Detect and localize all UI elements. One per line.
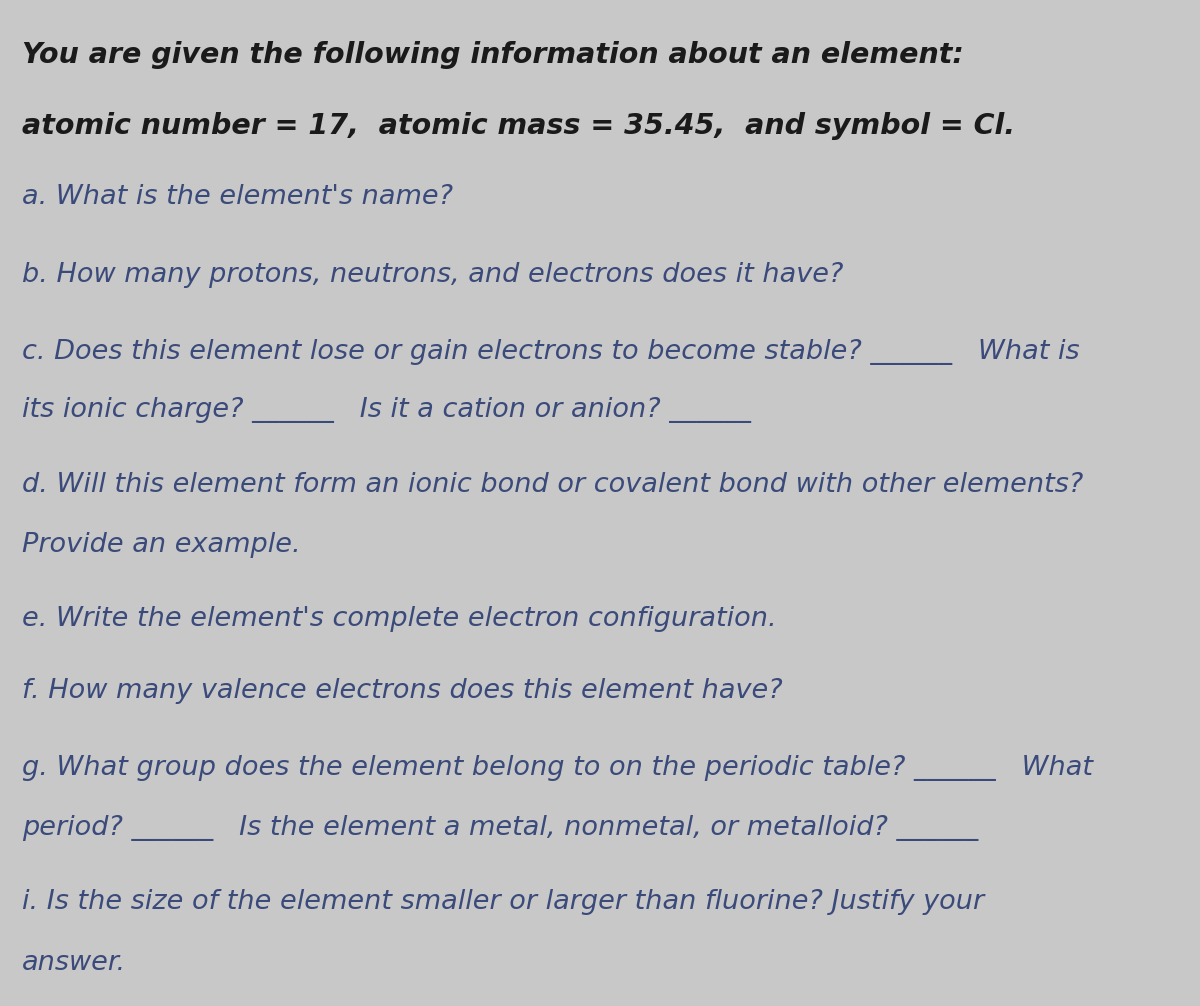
- Text: Provide an example.: Provide an example.: [22, 532, 300, 558]
- Text: g. What group does the element belong to on the periodic table? ______   What: g. What group does the element belong to…: [22, 754, 1092, 781]
- Text: atomic number = 17,  atomic mass = 35.45,  and symbol = Cl.: atomic number = 17, atomic mass = 35.45,…: [22, 112, 1015, 140]
- Text: e. Write the element's complete electron configuration.: e. Write the element's complete electron…: [22, 606, 776, 632]
- Text: d. Will this element form an ionic bond or covalent bond with other elements?: d. Will this element form an ionic bond …: [22, 472, 1082, 498]
- Text: its ionic charge? ______   Is it a cation or anion? ______: its ionic charge? ______ Is it a cation …: [22, 397, 751, 424]
- Text: b. How many protons, neutrons, and electrons does it have?: b. How many protons, neutrons, and elect…: [22, 262, 842, 288]
- Text: f. How many valence electrons does this element have?: f. How many valence electrons does this …: [22, 678, 782, 704]
- Text: period? ______   Is the element a metal, nonmetal, or metalloid? ______: period? ______ Is the element a metal, n…: [22, 815, 978, 841]
- Text: a. What is the element's name?: a. What is the element's name?: [22, 184, 452, 210]
- Text: You are given the following information about an element:: You are given the following information …: [22, 41, 964, 69]
- Text: i. Is the size of the element smaller or larger than fluorine? Justify your: i. Is the size of the element smaller or…: [22, 889, 984, 915]
- Text: answer.: answer.: [22, 950, 126, 976]
- Text: c. Does this element lose or gain electrons to become stable? ______   What is: c. Does this element lose or gain electr…: [22, 339, 1079, 365]
